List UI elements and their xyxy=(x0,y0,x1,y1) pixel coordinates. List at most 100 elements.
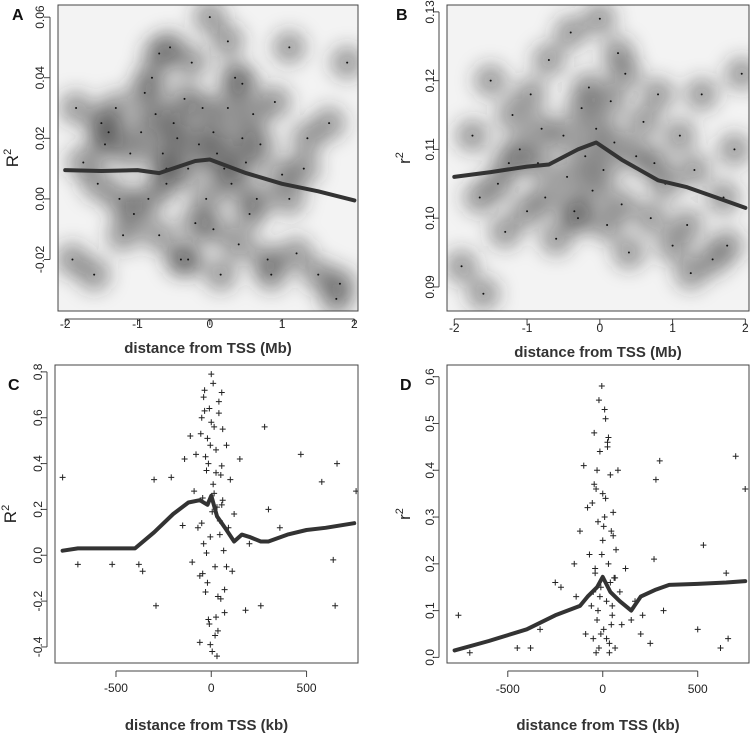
data-point xyxy=(204,579,211,586)
data-point xyxy=(176,137,179,140)
data-point xyxy=(653,162,656,165)
data-point xyxy=(231,511,238,517)
y-tick-label: 0.0 xyxy=(31,547,45,564)
data-point xyxy=(302,167,305,170)
data-point xyxy=(210,481,217,488)
data-point xyxy=(212,632,219,639)
data-point xyxy=(507,162,510,165)
data-point xyxy=(317,273,320,276)
data-point xyxy=(606,649,613,656)
data-point xyxy=(557,584,564,591)
data-point xyxy=(603,635,610,642)
data-point xyxy=(651,556,658,563)
smoothing-line xyxy=(452,574,748,653)
data-point xyxy=(202,588,209,595)
y-axis-label: R2 xyxy=(2,149,22,167)
data-point xyxy=(226,40,229,43)
x-tick-label: -500 xyxy=(496,682,520,696)
plot-frame xyxy=(446,364,750,664)
data-point xyxy=(199,570,206,577)
data-point xyxy=(201,107,204,110)
data-point xyxy=(82,161,85,164)
data-point xyxy=(717,645,724,652)
data-point xyxy=(165,182,168,185)
data-point xyxy=(288,46,291,49)
data-point xyxy=(652,476,659,483)
y-tick-label: 0.10 xyxy=(423,206,437,230)
data-point xyxy=(96,182,99,185)
data-point xyxy=(213,469,220,476)
data-point xyxy=(595,645,602,652)
data-point xyxy=(576,217,579,220)
data-point xyxy=(219,273,222,276)
data-point xyxy=(273,100,276,103)
data-point xyxy=(135,561,142,568)
data-point xyxy=(214,593,221,600)
data-point xyxy=(158,52,161,55)
data-point xyxy=(637,630,644,637)
data-point xyxy=(215,410,222,417)
data-point xyxy=(248,213,251,216)
data-point xyxy=(207,641,214,648)
y-tick-label: -0.02 xyxy=(33,245,47,273)
data-point xyxy=(181,455,188,462)
data-point xyxy=(216,531,223,538)
data-point xyxy=(726,244,729,247)
data-point xyxy=(154,113,157,116)
data-point xyxy=(220,547,227,554)
data-point xyxy=(595,518,601,525)
data-point xyxy=(584,155,587,158)
data-point xyxy=(297,451,304,458)
data-point xyxy=(555,237,558,240)
data-point xyxy=(242,607,249,614)
data-point xyxy=(193,451,200,458)
data-point xyxy=(594,467,601,474)
data-point xyxy=(221,609,228,616)
data-point xyxy=(93,273,96,276)
x-tick-label: 500 xyxy=(297,681,317,695)
data-points xyxy=(460,17,743,295)
y-tick-label: -0.4 xyxy=(31,636,45,657)
data-point xyxy=(671,244,674,247)
density-cloud xyxy=(582,5,617,36)
data-point xyxy=(584,504,591,511)
data-point xyxy=(694,626,701,633)
data-point xyxy=(552,579,559,586)
data-point xyxy=(589,500,596,507)
data-point xyxy=(514,645,521,652)
data-point xyxy=(205,460,212,467)
data-point xyxy=(647,640,654,647)
plot-frame xyxy=(57,4,359,312)
data-point xyxy=(700,93,703,96)
x-tick-label: 1 xyxy=(279,317,286,331)
data-point xyxy=(100,122,103,125)
data-point xyxy=(571,560,578,567)
data-point xyxy=(214,627,221,634)
y-tick-label: 0.09 xyxy=(423,275,437,299)
x-tick-label: -1 xyxy=(132,317,143,331)
data-point xyxy=(482,292,485,295)
data-point xyxy=(153,602,159,609)
data-point xyxy=(211,423,218,430)
y-tick-label: 0.1 xyxy=(423,602,437,619)
data-point xyxy=(607,579,614,586)
y-tick-label: 0.11 xyxy=(423,138,437,161)
data-point xyxy=(586,551,593,558)
data-points xyxy=(59,371,358,660)
data-point xyxy=(613,546,620,553)
data-point xyxy=(236,455,243,462)
smoothing-line xyxy=(63,157,357,203)
data-point xyxy=(212,131,215,134)
data-point xyxy=(511,114,514,117)
panel-c: -500 0 500 distance from TSS (kb) -0.4 -0.2 0.… xyxy=(0,363,359,734)
data-point xyxy=(604,443,611,450)
data-point xyxy=(209,648,216,655)
data-point xyxy=(328,122,331,125)
data-point xyxy=(346,61,349,64)
data-point xyxy=(504,230,507,233)
data-point xyxy=(597,630,604,637)
data-point xyxy=(627,251,630,254)
data-point xyxy=(587,86,590,89)
data-point xyxy=(200,540,207,547)
data-point xyxy=(191,488,198,495)
